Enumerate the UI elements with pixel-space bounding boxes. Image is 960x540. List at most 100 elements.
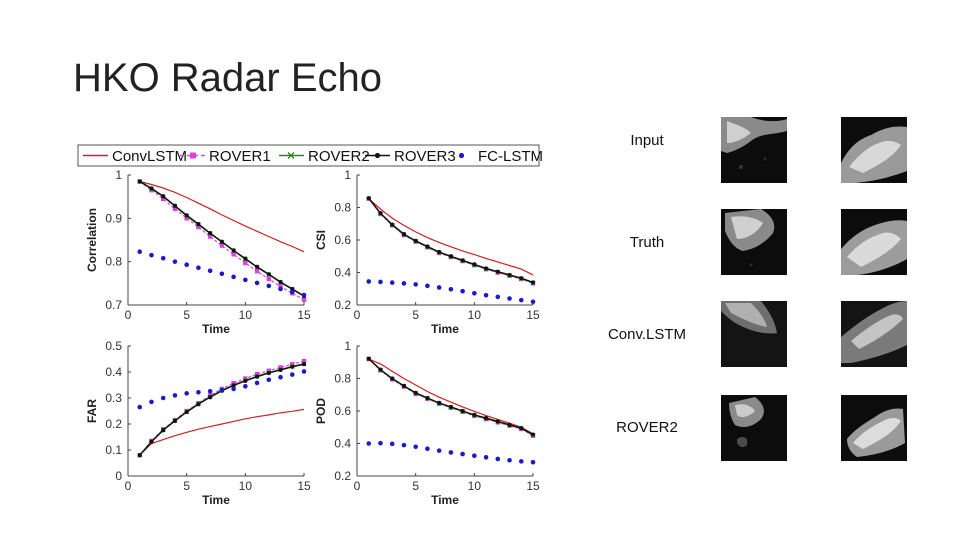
x-tick-label: 15 [526,479,540,493]
data-point [219,271,225,277]
data-point [266,370,271,376]
data-point [401,383,407,388]
example-row-label-truth: Truth [629,234,665,251]
data-point [289,289,295,295]
y-tick-label: 1 [344,168,351,182]
data-point [278,367,283,373]
x-tick-label: 10 [468,479,482,493]
data-point [366,356,371,361]
series-fc-lstm [366,440,536,465]
data-point [401,281,407,286]
data-point [254,269,260,274]
data-point [172,259,178,264]
data-point [266,377,272,383]
data-point [208,230,213,236]
data-point [483,416,489,421]
series-fc-lstm [137,249,307,298]
slide-title: HKO Radar Echo [73,56,383,100]
data-point [196,265,201,271]
data-point [437,249,442,255]
data-point [161,194,166,199]
legend-marker [190,152,196,159]
x-tick-label: 10 [239,308,253,322]
y-tick-label: 0.6 [334,233,351,247]
x-tick-label: 5 [412,308,419,322]
x-tick-label: 10 [239,479,253,493]
legend-label: FC-LSTM [478,148,543,165]
y-tick-label: 0.4 [334,437,351,451]
x-tick-label: 15 [526,308,540,322]
series-convlstm [139,180,305,253]
data-point [266,283,272,289]
data-point [413,444,418,450]
data-point [460,451,465,457]
data-point [289,372,295,377]
y-tick-label: 0.8 [105,255,122,269]
chart-panel-pod: 0 5 10 15 0.2 0.4 0.6 0.8 1 Time POD [314,339,540,507]
data-point [149,439,154,444]
data-point [160,255,166,261]
data-point [172,206,178,211]
data-point [266,276,271,282]
legend-item-rover3: ROVER3 [365,148,456,165]
data-point [137,453,142,458]
legend-item-rover2: ROVER2 [279,148,370,165]
legend: ConvLSTM ROVER1 ROVER2 ROVER3 FC-LSTM [77,144,543,167]
data-point [483,266,489,271]
data-point [507,422,512,427]
data-point [196,402,201,407]
radar-image-convlstm-a [721,301,787,367]
legend-item-rover1: ROVER1 [180,148,271,165]
data-point [161,196,166,202]
chart-panel-far: 0 5 10 15 0 0.1 0.2 0.3 0.4 0.5 Time FAR [85,339,311,507]
data-point [518,297,524,303]
data-point [413,282,418,287]
legend-marker [374,152,381,159]
y-tick-label: 0.8 [334,372,351,386]
data-point [208,395,213,400]
y-tick-label: 0.4 [105,365,122,379]
series-rover3 [366,196,536,285]
data-point [389,280,395,285]
x-axis-label: Time [431,322,459,336]
data-point [301,369,307,374]
radar-image-truth-a [721,209,787,275]
data-point [413,390,418,395]
data-point [243,277,248,283]
y-tick-label: 0.2 [105,417,122,431]
data-point [161,428,166,433]
x-tick-label: 0 [354,308,361,322]
chart-panel-correlation: 0 5 10 15 0.7 0.8 0.9 1 Time Correlation [85,168,311,336]
radar-image-rover2-b [841,395,907,461]
data-point [172,203,178,208]
data-point [219,239,224,244]
legend-label: ROVER3 [394,148,456,165]
data-point [366,196,371,201]
data-point [231,248,236,253]
data-point [390,376,395,381]
y-tick-label: 0.1 [105,443,122,457]
plot-area [357,175,533,305]
data-point [518,459,524,464]
data-point [231,386,236,392]
legend-label: ROVER1 [209,148,271,165]
data-point [448,254,453,259]
data-point [472,291,477,296]
legend-box [77,144,540,167]
data-point [460,258,465,263]
data-point [495,456,501,462]
data-point [483,455,489,460]
legend-marker [458,152,465,159]
x-tick-label: 5 [183,479,190,493]
data-point [207,268,213,274]
data-point [507,457,512,463]
series-convlstm [368,198,534,276]
y-tick-label: 1 [115,168,122,182]
series-rover3 [137,179,307,298]
y-tick-label: 0.2 [334,469,351,483]
data-point [243,384,248,389]
data-point [437,400,442,405]
example-row-label-rover2: ROVER2 [616,419,678,436]
legend-marker [287,152,295,159]
data-point [366,441,372,446]
